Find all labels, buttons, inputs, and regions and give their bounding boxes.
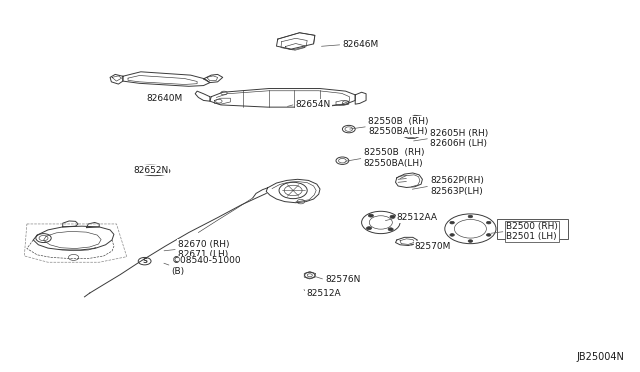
Text: JB25004N: JB25004N [576,352,624,362]
Text: 82605H (RH)
82606H (LH): 82605H (RH) 82606H (LH) [430,129,488,148]
Text: S: S [142,258,147,264]
Circle shape [369,214,374,217]
Circle shape [468,240,472,243]
Circle shape [390,215,395,218]
Circle shape [367,227,372,230]
Circle shape [486,221,491,224]
Text: 82652N: 82652N [133,166,168,174]
Text: 82550B  (RH)
82550BA(LH): 82550B (RH) 82550BA(LH) [368,117,429,136]
Text: 82576N: 82576N [325,275,360,284]
Text: 82646M: 82646M [342,40,379,49]
Text: 82640M: 82640M [146,94,182,103]
Circle shape [450,221,454,224]
Circle shape [450,234,454,236]
Text: B2500 (RH)
B2501 (LH): B2500 (RH) B2501 (LH) [506,222,557,241]
Circle shape [468,215,472,218]
Text: 82550B  (RH)
82550BA(LH): 82550B (RH) 82550BA(LH) [364,148,424,168]
Text: 82512AA: 82512AA [397,213,438,222]
Text: 82512A: 82512A [306,289,340,298]
Text: 82654N: 82654N [296,100,331,109]
Text: ©08540-51000
(B): ©08540-51000 (B) [172,256,241,276]
Circle shape [388,228,393,231]
Text: 82562P(RH)
82563P(LH): 82562P(RH) 82563P(LH) [430,176,484,196]
Circle shape [486,234,491,236]
Text: 82670 (RH)
82671 (LH): 82670 (RH) 82671 (LH) [178,240,229,259]
FancyBboxPatch shape [497,219,568,239]
Text: 82570M: 82570M [415,242,451,251]
